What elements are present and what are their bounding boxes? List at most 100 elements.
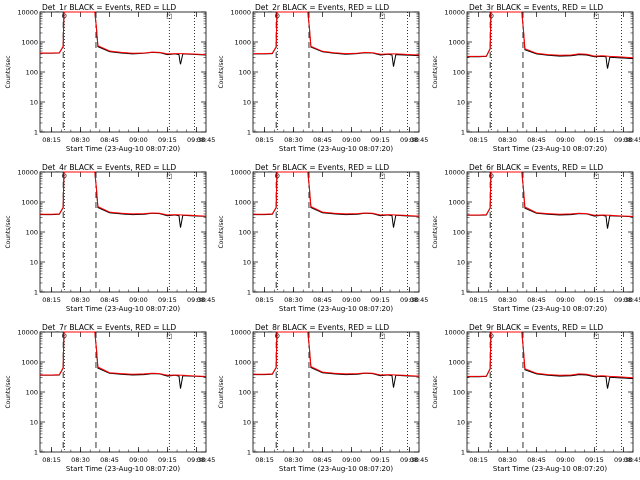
y-tick-label: 1 <box>34 449 38 457</box>
y-tick-label: 1 <box>247 129 251 137</box>
y-tick-label: 100 <box>26 389 38 397</box>
x-tick-label: 08:45 <box>527 136 546 144</box>
x-tick-label: 09:15 <box>371 136 390 144</box>
marker-square-label: □ <box>593 332 599 340</box>
x-tick-label: 09:15 <box>158 456 177 464</box>
x-tick-label: 08:30 <box>498 136 517 144</box>
series-line-lld <box>40 11 207 56</box>
series-line-lld <box>40 171 207 217</box>
x-tick-label: 08:45 <box>197 456 216 464</box>
y-tick-label: 10 <box>243 99 251 107</box>
y-tick-label: 10000 <box>444 329 465 337</box>
y-tick-label: 1000 <box>448 199 465 207</box>
marker-square-label: □ <box>593 172 599 180</box>
y-tick-label: 10000 <box>17 9 38 17</box>
x-tick-label: 08:15 <box>42 296 61 304</box>
y-tick-label: 100 <box>239 229 251 237</box>
x-tick-label: 08:15 <box>255 456 274 464</box>
x-tick-label: 08:15 <box>255 136 274 144</box>
y-tick-label: 100 <box>26 69 38 77</box>
x-axis-label: Start Time (23-Aug-10 08:07:20) <box>279 305 393 313</box>
y-tick-label: 1000 <box>234 359 251 367</box>
y-tick-label: 1000 <box>21 359 38 367</box>
y-tick-label: 1000 <box>448 359 465 367</box>
y-tick-label: 1 <box>247 449 251 457</box>
plot-frame <box>39 171 207 293</box>
x-tick-label: 08:30 <box>498 456 517 464</box>
series-line-events <box>467 171 634 229</box>
x-tick-label: 09:30 <box>400 136 419 144</box>
x-tick-label: 08:30 <box>284 456 303 464</box>
y-tick-label: 10 <box>30 99 38 107</box>
y-tick-label: 10000 <box>444 169 465 177</box>
chart-panel-4: Det_4r BLACK = Events, RED = LLD 1 10 100 10… <box>5 163 215 313</box>
x-tick-label: 08:45 <box>197 296 216 304</box>
x-tick-label: 08:15 <box>469 456 488 464</box>
x-tick-label: 08:45 <box>313 136 332 144</box>
x-tick-label: 09:00 <box>342 136 361 144</box>
x-tick-label: 08:15 <box>42 136 61 144</box>
panel-title: Det_5r BLACK = Events, RED = LLD <box>255 163 389 172</box>
x-axis-label: Start Time (23-Aug-10 08:07:20) <box>493 465 607 473</box>
x-tick-label: 08:30 <box>498 296 517 304</box>
series-line-lld <box>40 331 207 377</box>
series-line-lld <box>467 171 634 217</box>
x-tick-label: 08:45 <box>313 456 332 464</box>
series-line-events <box>253 11 420 67</box>
x-tick-label: 08:30 <box>71 456 90 464</box>
series-line-lld <box>253 11 420 56</box>
y-tick-label: 100 <box>453 389 465 397</box>
x-tick-label: 09:30 <box>614 456 633 464</box>
series-line-lld <box>253 331 420 377</box>
series-line-lld <box>467 11 634 59</box>
y-tick-label: 100 <box>453 229 465 237</box>
x-tick-label: 08:30 <box>71 296 90 304</box>
x-tick-label: 08:15 <box>469 136 488 144</box>
y-axis-label: Counts/sec <box>5 215 12 248</box>
plot-frame <box>39 11 207 133</box>
x-tick-label: 08:15 <box>42 456 61 464</box>
y-tick-label: 10000 <box>17 169 38 177</box>
plot-frame <box>466 11 634 133</box>
x-tick-label: 09:15 <box>585 136 604 144</box>
y-tick-label: 100 <box>239 389 251 397</box>
x-tick-label: 09:00 <box>556 136 575 144</box>
y-tick-label: 10000 <box>444 9 465 17</box>
x-tick-label: 08:15 <box>469 296 488 304</box>
series-line-lld <box>253 171 420 217</box>
y-axis-label: Counts/sec <box>5 55 12 88</box>
y-tick-label: 10000 <box>230 169 251 177</box>
y-axis-label: Counts/sec <box>432 215 439 248</box>
plot-frame <box>39 331 207 453</box>
series-line-events <box>253 171 420 228</box>
x-tick-label: 08:45 <box>410 296 429 304</box>
x-tick-label: 08:45 <box>624 456 640 464</box>
x-tick-label: 08:45 <box>527 296 546 304</box>
x-tick-label: 09:30 <box>614 136 633 144</box>
x-tick-label: 08:30 <box>284 136 303 144</box>
series-line-events <box>40 331 207 389</box>
y-axis-label: Counts/sec <box>432 375 439 408</box>
y-tick-label: 10000 <box>17 329 38 337</box>
x-axis-label: Start Time (23-Aug-10 08:07:20) <box>493 305 607 313</box>
marker-circle-label: O <box>275 12 280 20</box>
y-tick-label: 10000 <box>230 9 251 17</box>
marker-square-label: □ <box>166 172 172 180</box>
x-tick-label: 09:00 <box>129 456 148 464</box>
chart-panel-1: Det_1r BLACK = Events, RED = LLD 1 10 100 10… <box>5 3 215 153</box>
x-tick-label: 09:15 <box>371 296 390 304</box>
x-tick-label: 08:45 <box>624 296 640 304</box>
y-tick-label: 10 <box>243 419 251 427</box>
marker-square-label: □ <box>593 12 599 20</box>
y-tick-label: 100 <box>239 69 251 77</box>
y-tick-label: 10 <box>30 259 38 267</box>
chart-panel-8: Det_8r BLACK = Events, RED = LLD 1 10 100 10… <box>218 323 428 473</box>
y-tick-label: 1000 <box>21 39 38 47</box>
chart-panel-3: Det_3r BLACK = Events, RED = LLD 1 10 100 10… <box>432 3 640 153</box>
x-tick-label: 08:45 <box>410 136 429 144</box>
x-tick-label: 09:00 <box>342 456 361 464</box>
x-tick-label: 09:00 <box>129 136 148 144</box>
panel-title: Det_4r BLACK = Events, RED = LLD <box>42 163 176 172</box>
x-tick-label: 09:00 <box>129 296 148 304</box>
